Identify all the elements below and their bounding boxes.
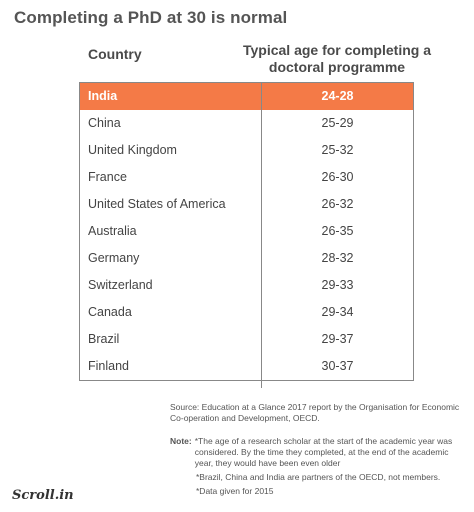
country-cell: United Kingdom — [88, 143, 177, 157]
table-column-divider — [261, 82, 262, 388]
column-header-age-line1: Typical age for completing a — [242, 42, 431, 58]
country-cell: Canada — [88, 305, 132, 319]
country-cell: India — [88, 89, 118, 103]
column-header-age-line2: doctoral programme — [268, 59, 406, 75]
age-range-cell: 29-34 — [321, 305, 354, 319]
country-cell: Germany — [88, 251, 140, 265]
age-range-cell: 29-33 — [321, 278, 354, 292]
table-row: Brazil 29-37 — [80, 326, 413, 353]
age-range-cell: 26-35 — [321, 224, 354, 238]
country-cell: Brazil — [88, 332, 120, 346]
age-range-cell: 29-37 — [321, 332, 354, 346]
age-table: India 24-28 China 25-29 United Kingdom 25-32 F… — [79, 82, 414, 381]
source-note: Source: Education at a Glance 2017 repor… — [170, 402, 460, 423]
age-range-cell: 30-37 — [321, 359, 354, 373]
note-1: *The age of a research scholar at the st… — [194, 436, 453, 468]
country-cell: Switzerland — [88, 278, 153, 292]
country-cell: Australia — [88, 224, 137, 238]
table-row: France 26-30 — [80, 164, 413, 191]
table-row: Canada 29-34 — [80, 299, 413, 326]
column-header-age: Typical age for completing a doctoral pr… — [226, 42, 448, 76]
age-range-cell: 25-29 — [321, 116, 354, 130]
age-range-cell: 28-32 — [321, 251, 354, 265]
notes: Note: *The age of a research scholar at … — [170, 436, 466, 497]
table-row: Switzerland 29-33 — [80, 272, 413, 299]
age-range-cell: 25-32 — [321, 143, 354, 157]
table-row: Australia 26-35 — [80, 218, 413, 245]
age-range-cell: 24-28 — [321, 89, 354, 103]
note-2: *Brazil, China and India are partners of… — [196, 472, 441, 482]
column-header-country: Country — [88, 46, 142, 62]
table-row: China 25-29 — [80, 110, 413, 137]
country-cell: China — [88, 116, 121, 130]
table-row: United States of America 26-32 — [80, 191, 413, 218]
table-row: Finland 30-37 — [80, 353, 413, 380]
country-cell: France — [88, 170, 127, 184]
country-cell: Finland — [88, 359, 129, 373]
page-title: Completing a PhD at 30 is normal — [14, 8, 288, 27]
table-row: Germany 28-32 — [80, 245, 413, 272]
note-3: *Data given for 2015 — [196, 486, 274, 496]
age-range-cell: 26-32 — [321, 197, 354, 211]
table-row: United Kingdom 25-32 — [80, 137, 413, 164]
scroll-logo: Scroll.in — [12, 488, 74, 503]
country-cell: United States of America — [88, 197, 226, 211]
age-range-cell: 26-30 — [321, 170, 354, 184]
note-label: Note: — [170, 436, 192, 446]
table-row: India 24-28 — [80, 83, 413, 110]
